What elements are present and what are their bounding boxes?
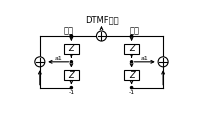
Text: Z: Z — [69, 44, 74, 53]
Text: Z: Z — [129, 44, 134, 53]
Circle shape — [96, 31, 107, 41]
Circle shape — [158, 57, 168, 67]
Text: Z: Z — [69, 71, 74, 80]
Text: Z: Z — [129, 71, 134, 80]
Circle shape — [130, 35, 133, 37]
Text: -1: -1 — [129, 90, 135, 95]
Text: 列频: 列频 — [130, 26, 140, 35]
Bar — [64, 70, 79, 80]
Circle shape — [70, 35, 72, 37]
Circle shape — [35, 57, 45, 67]
Circle shape — [70, 61, 72, 63]
Circle shape — [130, 61, 133, 63]
Text: DTMF信号: DTMF信号 — [85, 16, 118, 25]
Text: a1: a1 — [141, 56, 149, 61]
Text: a1: a1 — [54, 56, 62, 61]
Bar — [124, 44, 139, 54]
Text: -1: -1 — [68, 90, 74, 95]
Bar — [124, 70, 139, 80]
Circle shape — [70, 35, 72, 37]
Circle shape — [130, 87, 133, 89]
Bar — [64, 44, 79, 54]
Text: 行频: 行频 — [63, 26, 73, 35]
Circle shape — [70, 87, 72, 89]
